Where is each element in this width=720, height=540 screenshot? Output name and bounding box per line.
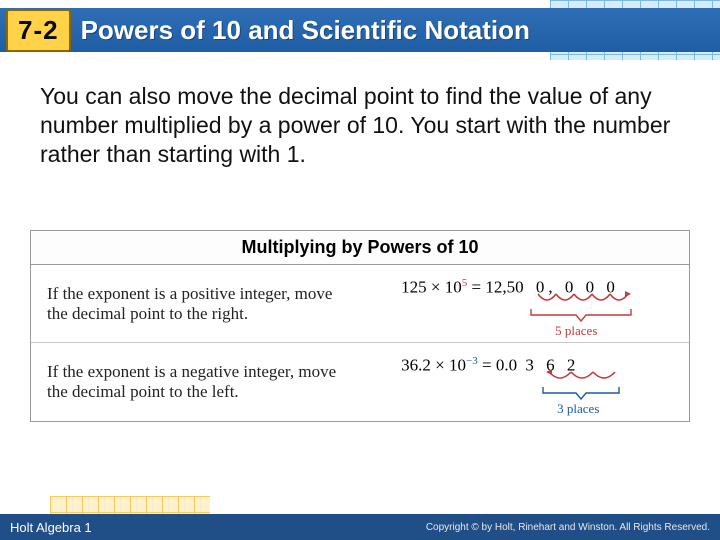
table-title: Multiplying by Powers of 10 <box>31 231 689 265</box>
places-caption: 3 places <box>557 401 599 417</box>
lesson-title: Powers of 10 and Scientific Notation <box>81 15 530 46</box>
lesson-header: 7-2 Powers of 10 and Scientific Notation <box>0 8 720 52</box>
rule-text: If the exponent is a positive integer, m… <box>31 265 373 342</box>
table-row: If the exponent is a positive integer, m… <box>31 265 689 343</box>
section-number-badge: 7-2 <box>6 9 71 52</box>
footer-copyright: Copyright © by Holt, Rinehart and Winsto… <box>426 522 710 533</box>
footer-bar: Holt Algebra 1 Copyright © by Holt, Rine… <box>0 514 720 540</box>
rules-table: Multiplying by Powers of 10 If the expon… <box>30 230 690 422</box>
table-row: If the exponent is a negative integer, m… <box>31 343 689 421</box>
place-arcs <box>373 343 673 423</box>
places-caption: 5 places <box>555 323 597 339</box>
place-arcs <box>373 265 673 345</box>
footer-source: Holt Algebra 1 <box>10 520 92 535</box>
rule-example: 125 × 105 = 12,50 0, 0 0 05 places <box>373 265 689 342</box>
rule-example: 36.2 × 10−3 = 0.0 3 6 23 places <box>373 343 689 421</box>
body-paragraph: You can also move the decimal point to f… <box>40 82 680 168</box>
rule-text: If the exponent is a negative integer, m… <box>31 343 373 421</box>
decorative-grid-bottom <box>50 496 210 514</box>
